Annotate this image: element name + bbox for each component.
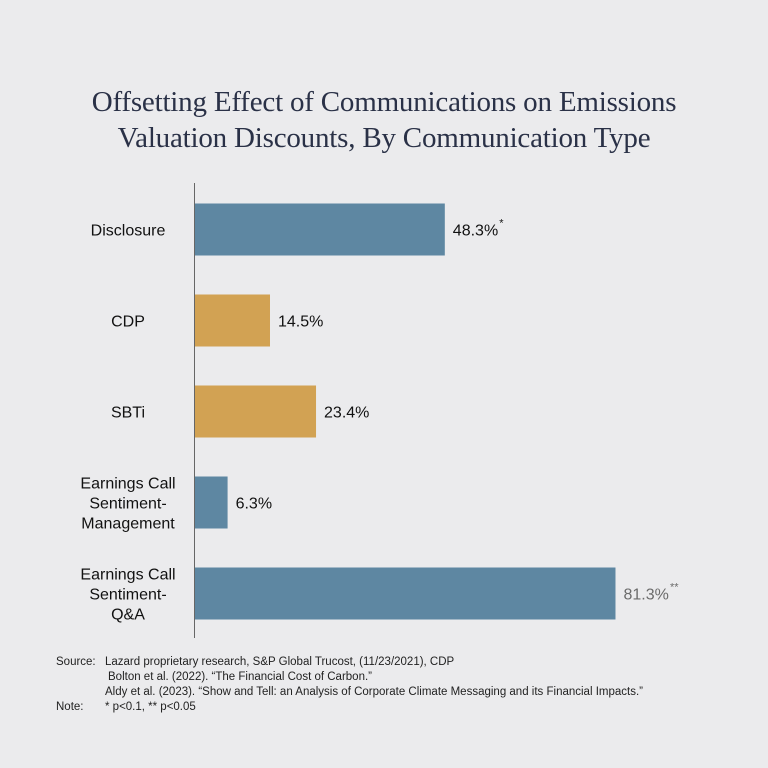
category-label: SBTi [111,405,145,422]
value-label: 23.4% [324,405,369,422]
category-label: CDP [111,314,145,331]
significance-marker: * [499,218,504,230]
significance-marker: ** [670,582,679,594]
source-line-3: Aldy et al. (2023). “Show and Tell: an A… [105,686,643,698]
category-label-line: Sentiment- [89,496,166,513]
bars-layer: Disclosure 48.3% * CDP 14.5% SBTi 23.4% Earning… [80,203,679,624]
category-label: Earnings Call Sentiment- Q&A [80,567,175,624]
category-label-line: Sentiment- [89,587,166,604]
note-key: Note: [56,701,84,713]
category-label-line: Q&A [111,607,145,624]
value-label: 14.5% [278,314,323,331]
category-label-line: Disclosure [91,223,166,240]
value-label: 6.3% [236,496,272,513]
bar [195,203,445,256]
bar [195,567,616,620]
value-label: 81.3% [623,587,668,604]
chart-title-line-1: Offsetting Effect of Communications on E… [91,86,677,118]
source-line-1: Lazard proprietary research, S&P Global … [105,656,455,668]
category-label-line: Earnings Call [80,567,175,584]
source-line-2: Bolton et al. (2022). “The Financial Cos… [108,671,372,683]
chart-title-line-2: Valuation Discounts, By Communication Ty… [117,122,651,154]
category-label-line: Management [81,516,175,533]
category-label-line: SBTi [111,405,145,422]
chart-title: Offsetting Effect of Communications on E… [0,84,768,156]
category-label-line: CDP [111,314,145,331]
category-label: Disclosure [91,223,166,240]
note-text: * p<0.1, ** p<0.05 [105,701,196,713]
bar [195,385,317,438]
category-label: Earnings Call Sentiment- Management [80,476,175,533]
value-label: 48.3% [453,223,498,240]
source-key: Source: [56,656,96,668]
bar [195,294,270,347]
category-label-line: Earnings Call [80,476,175,493]
bar [195,476,228,529]
